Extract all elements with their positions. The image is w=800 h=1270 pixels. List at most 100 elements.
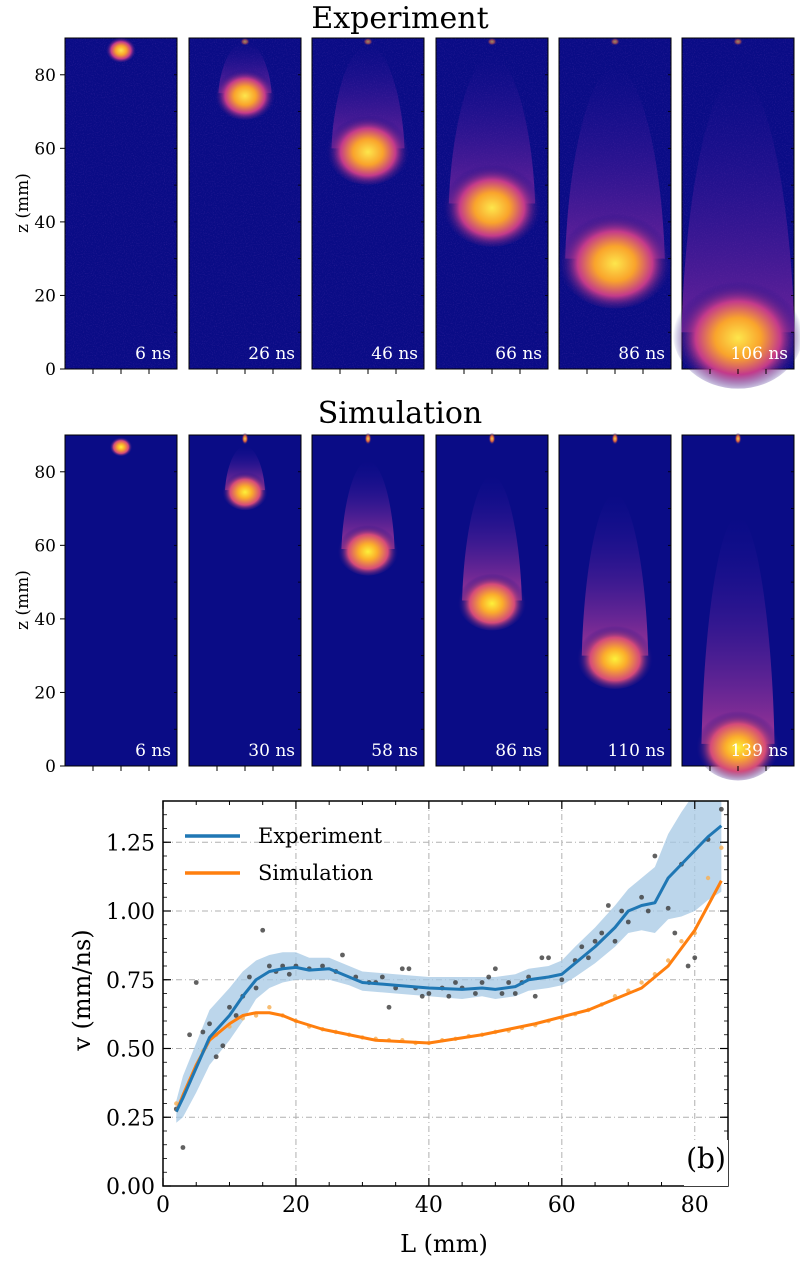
simulation-panels: 6 ns 30 ns 58 ns 86 ns 110 ns 139 ns 0 20 40 60 80 bbox=[34, 432, 795, 781]
experiment-point bbox=[399, 966, 405, 972]
experiment-point bbox=[207, 1021, 212, 1027]
experiment-point bbox=[579, 944, 585, 950]
panel-6: 106 ns bbox=[672, 37, 800, 389]
panel-4: 86 ns bbox=[435, 432, 549, 771]
simulation-point bbox=[267, 1005, 272, 1010]
panel-label-b: (b) bbox=[686, 1142, 726, 1175]
chart-ylabel: v (mm/ns) bbox=[68, 929, 96, 1051]
experiment-point bbox=[665, 905, 671, 911]
legend-simulation-label: Simulation bbox=[258, 861, 373, 885]
experiment-point bbox=[200, 1029, 206, 1035]
streamer-head bbox=[457, 570, 527, 631]
legend: Experiment Simulation bbox=[185, 824, 383, 885]
experiment-line bbox=[174, 824, 723, 1113]
simulation-point bbox=[679, 939, 684, 944]
experiment-point bbox=[718, 806, 724, 812]
x-tick-label: 0 bbox=[156, 1193, 170, 1218]
experiment-point bbox=[426, 991, 432, 996]
experiment-point bbox=[639, 894, 644, 900]
simulation-title: Simulation bbox=[318, 396, 482, 431]
time-label: 26 ns bbox=[248, 344, 295, 364]
streamer-head bbox=[442, 160, 542, 247]
panel-5: 110 ns bbox=[558, 432, 672, 771]
experiment-point bbox=[446, 993, 452, 999]
time-label: 86 ns bbox=[495, 741, 542, 761]
experiment-point bbox=[193, 980, 199, 985]
streamer-tail bbox=[701, 515, 775, 744]
streamer-head bbox=[576, 622, 654, 689]
electrode-tip-glow bbox=[611, 432, 619, 445]
streamer-tail bbox=[581, 493, 649, 656]
time-label: 110 ns bbox=[607, 741, 665, 761]
plot-area bbox=[173, 801, 724, 1150]
velocity-chart: 0 20 40 60 80 0.00 0.25 0.50 0.75 1.00 1.25 Experim… bbox=[106, 800, 729, 1218]
panel-2: 26 ns bbox=[188, 37, 302, 374]
streamer-head bbox=[337, 522, 399, 576]
y-tick-label: 60 bbox=[34, 536, 56, 556]
experiment-point bbox=[247, 974, 252, 980]
experiment-point bbox=[379, 974, 385, 980]
panel-2: 30 ns bbox=[188, 432, 302, 771]
experiment-point bbox=[320, 963, 325, 969]
electrode-tip-glow bbox=[734, 432, 742, 445]
x-tick-label: 60 bbox=[548, 1193, 576, 1218]
legend-experiment-label: Experiment bbox=[258, 824, 383, 848]
streamer-head bbox=[557, 208, 673, 309]
experiment-point bbox=[492, 966, 498, 972]
y-tick-label: 0 bbox=[45, 757, 56, 777]
panel-background bbox=[64, 434, 178, 767]
experiment-point bbox=[260, 927, 266, 933]
experiment-point bbox=[559, 977, 565, 983]
streamer-head bbox=[325, 111, 411, 185]
y-tick-label: 0.50 bbox=[106, 1038, 155, 1063]
experiment-point bbox=[532, 993, 538, 999]
experiment-point bbox=[625, 919, 631, 925]
electrode-tip-glow bbox=[241, 432, 249, 445]
time-label: 106 ns bbox=[730, 344, 788, 364]
experiment-point bbox=[619, 908, 625, 914]
y-tick-label: 1.25 bbox=[106, 831, 155, 856]
experiment-point bbox=[266, 963, 272, 969]
streamer-tail bbox=[462, 475, 522, 601]
electrode-tip-glow bbox=[733, 37, 743, 46]
y-tick-label: 0 bbox=[45, 360, 56, 380]
time-label: 46 ns bbox=[371, 344, 418, 364]
experiment-ylabel: z (mm) bbox=[13, 173, 33, 233]
panel-1: 6 ns bbox=[64, 434, 178, 771]
time-label: 139 ns bbox=[730, 741, 788, 761]
y-tick-label: 40 bbox=[34, 213, 56, 233]
electrode-tip-glow bbox=[610, 37, 620, 46]
experiment-point bbox=[227, 1004, 232, 1010]
y-tick-label: 80 bbox=[34, 463, 56, 483]
x-tick-label: 80 bbox=[681, 1193, 709, 1218]
experiment-point bbox=[586, 955, 591, 961]
panel-label-backdrop bbox=[684, 1140, 728, 1186]
time-label: 6 ns bbox=[135, 344, 171, 364]
streamer-head bbox=[672, 275, 800, 389]
y-tick-label: 20 bbox=[34, 683, 56, 703]
time-label: 66 ns bbox=[495, 344, 542, 364]
experiment-point bbox=[512, 991, 518, 996]
experiment-point bbox=[340, 952, 345, 958]
experiment-point bbox=[180, 1145, 186, 1150]
experiment-point bbox=[187, 1032, 192, 1038]
y-tick-label: 40 bbox=[34, 610, 56, 630]
simulation-point bbox=[719, 845, 724, 850]
experiment-point bbox=[406, 966, 412, 972]
panel-3: 58 ns bbox=[311, 432, 425, 771]
time-label: 30 ns bbox=[248, 741, 295, 761]
electrode-tip-glow bbox=[363, 37, 373, 46]
streamer-tail bbox=[565, 67, 665, 259]
panel-3: 46 ns bbox=[311, 37, 425, 374]
streamer-head bbox=[221, 470, 269, 511]
electrode-tip-glow bbox=[488, 432, 496, 445]
streamer-head bbox=[214, 66, 276, 120]
panel-noise bbox=[65, 38, 177, 369]
experiment-panels: 6 ns 26 ns 46 ns 66 ns 86 ns 106 ns 0 20 40 60 80 bbox=[34, 35, 800, 389]
experiment-point bbox=[386, 1004, 392, 1010]
experiment-point bbox=[592, 938, 598, 944]
experiment-point bbox=[605, 903, 611, 908]
experiment-point bbox=[453, 980, 458, 985]
experiment-point bbox=[685, 963, 691, 969]
